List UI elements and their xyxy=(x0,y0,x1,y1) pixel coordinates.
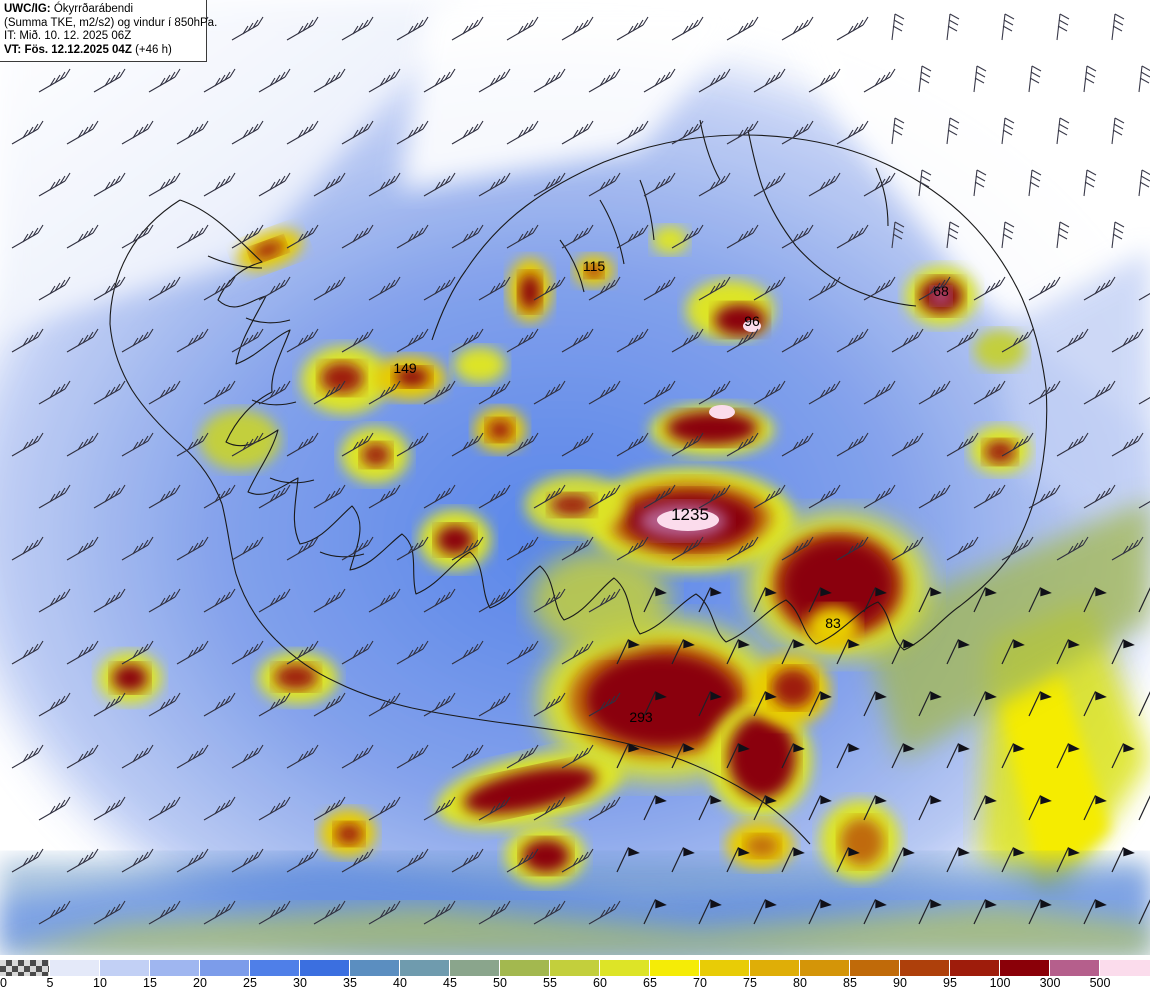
contour-value-label: 83 xyxy=(825,615,841,631)
tke-hotspots xyxy=(98,226,1030,885)
colorbar-tick-labels: 0 5 10 15 20 25 30 35 40 45 50 55 60 65 70 75 80 85 90 95 10… xyxy=(0,976,1150,987)
colorbar-tick: 55 xyxy=(543,976,557,987)
contour-label-layer: 1235 293 149 115 68 83 96 xyxy=(393,258,949,725)
colorbar-swatch xyxy=(550,960,600,976)
colorbar-tick: 70 xyxy=(693,976,707,987)
colorbar-tick: 45 xyxy=(443,976,457,987)
colorbar-swatch xyxy=(100,960,150,976)
colorbar-tick: 75 xyxy=(743,976,757,987)
colorbar-tick: 60 xyxy=(593,976,607,987)
colorbar-swatch xyxy=(250,960,300,976)
colorbar: 0 5 10 15 20 25 30 35 40 45 50 55 60 65 70 75 80 85 90 95 10… xyxy=(0,955,1150,987)
colorbar-swatch xyxy=(150,960,200,976)
info-line-valid-time: VT: Fös. 12.12.2025 04Z (+46 h) xyxy=(4,44,202,58)
colorbar-tick: 95 xyxy=(943,976,957,987)
coastline-layer xyxy=(109,119,1048,845)
map-info-box: UWC/IG: Ókyrrðarábendi (Summa TKE, m2/s2… xyxy=(0,0,218,63)
colorbar-tick: 90 xyxy=(893,976,907,987)
contour-value-label: 115 xyxy=(583,258,606,274)
colorbar-tick: 65 xyxy=(643,976,657,987)
colorbar-tick: 10 xyxy=(93,976,107,987)
info-line-init-time: IT: Mið. 10. 12. 2025 06Z xyxy=(4,30,132,43)
tke-contour-plot: 1235 293 149 115 68 83 96 xyxy=(0,0,1150,955)
colorbar-swatch xyxy=(400,960,450,976)
map-canvas[interactable]: 1235 293 149 115 68 83 96 UWC/IG: Ókyrrðaráben… xyxy=(0,0,1150,955)
colorbar-swatch xyxy=(1000,960,1050,976)
colorbar-swatch xyxy=(500,960,550,976)
colorbar-swatch xyxy=(350,960,400,976)
colorbar-tick: 300 xyxy=(1039,976,1061,987)
colorbar-tick: 500 xyxy=(1089,976,1111,987)
colorbar-tick: 50 xyxy=(493,976,507,987)
colorbar-tick: 15 xyxy=(143,976,157,987)
colorbar-swatch xyxy=(1050,960,1100,976)
colorbar-swatch xyxy=(50,960,100,976)
info-line-product: UWC/IG: Ókyrrðarábendi xyxy=(4,3,202,17)
product-label: UWC/IG: xyxy=(4,3,51,15)
info-line-field: (Summa TKE, m2/s2) og vindur í 850hPa. xyxy=(4,16,218,29)
colorbar-swatch xyxy=(700,960,750,976)
contour-value-label: 68 xyxy=(933,283,949,299)
colorbar-swatches xyxy=(0,960,1150,976)
colorbar-swatch xyxy=(850,960,900,976)
colorbar-swatch xyxy=(200,960,250,976)
colorbar-swatch xyxy=(0,960,50,976)
colorbar-swatch xyxy=(900,960,950,976)
tke-field-layer xyxy=(0,0,1150,955)
colorbar-tick: 85 xyxy=(843,976,857,987)
contour-value-label: 149 xyxy=(393,360,417,376)
colorbar-swatch xyxy=(950,960,1000,976)
colorbar-tick: 30 xyxy=(293,976,307,987)
contour-value-label: 1235 xyxy=(671,505,709,524)
colorbar-tick: 20 xyxy=(193,976,207,987)
colorbar-tick: 5 xyxy=(46,976,54,987)
contour-value-label: 293 xyxy=(629,709,653,725)
colorbar-tick: 35 xyxy=(343,976,357,987)
colorbar-swatch xyxy=(800,960,850,976)
colorbar-tick: 40 xyxy=(393,976,407,987)
colorbar-swatch xyxy=(600,960,650,976)
colorbar-tick: 100 xyxy=(989,976,1011,987)
valid-time-label: VT: Fös. 12.12.2025 04Z xyxy=(4,43,132,56)
colorbar-swatch xyxy=(450,960,500,976)
product-value: Ókyrrðarábendi xyxy=(53,3,134,15)
colorbar-swatch xyxy=(650,960,700,976)
colorbar-swatch xyxy=(1100,960,1150,976)
colorbar-tick: 25 xyxy=(243,976,257,987)
colorbar-swatch xyxy=(750,960,800,976)
valid-time-offset: (+46 h) xyxy=(135,43,172,56)
colorbar-tick: 0 xyxy=(0,976,7,987)
colorbar-swatch xyxy=(300,960,350,976)
contour-value-label: 96 xyxy=(744,313,760,329)
colorbar-tick: 80 xyxy=(793,976,807,987)
